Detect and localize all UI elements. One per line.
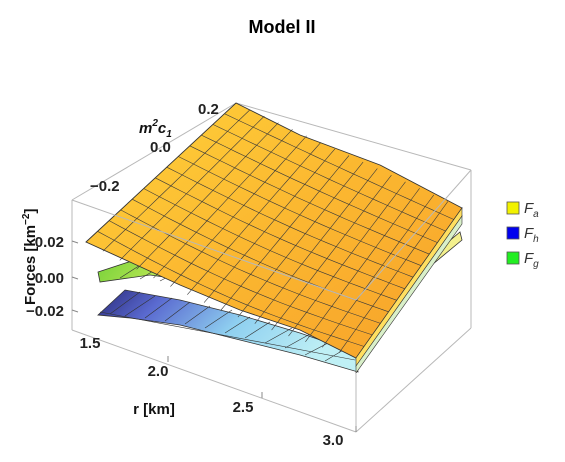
- forces-tick-1: 0.00: [35, 270, 64, 287]
- mesh-line-m2c1: [201, 134, 438, 243]
- mesh-line-m2c1: [189, 145, 430, 255]
- tick-marks: [71, 240, 357, 432]
- mesh-line-m2c1: [224, 113, 454, 220]
- m2c1-tick-2: −0.2: [90, 178, 120, 195]
- mesh-line-r: [254, 168, 378, 324]
- r-axis-label: r [km]: [133, 401, 175, 418]
- mesh-line-r: [119, 115, 265, 261]
- legend-label-fg: Fg: [524, 250, 539, 270]
- legend-label-fa: Fa: [524, 200, 539, 220]
- mesh-line-r: [338, 201, 449, 353]
- mesh-line-r: [322, 194, 435, 348]
- legend-swatch-fg: [506, 251, 520, 265]
- mesh-line-m2c1: [143, 188, 397, 301]
- legend-item-fg: Fg: [506, 250, 539, 270]
- r-tick-3: 3.0: [323, 432, 344, 449]
- m2c1-tick-0: 0.2: [198, 101, 219, 118]
- mesh-line-r: [271, 175, 392, 331]
- surface-fa: [85, 102, 463, 374]
- mesh-line-m2c1: [212, 124, 446, 232]
- mesh-line-r: [288, 181, 406, 337]
- legend-swatch-fh: [506, 226, 520, 240]
- legend-swatch-fa: [506, 201, 520, 215]
- mesh-line-r: [170, 135, 307, 287]
- r-tick-0: 1.5: [80, 335, 101, 352]
- r-tick-2: 2.5: [233, 399, 254, 416]
- forces-axis-label: Forces [km−2]: [21, 209, 39, 305]
- legend: Fa Fh Fg: [506, 200, 539, 270]
- chart-title: Model II: [249, 17, 316, 37]
- mesh-line-r: [187, 142, 322, 295]
- m2c1-axis-label: m2c1: [139, 118, 172, 140]
- mesh-line-r: [305, 188, 420, 342]
- mesh-line-m2c1: [166, 166, 414, 278]
- forces-tick-2: −0.02: [26, 303, 64, 320]
- r-tick-1: 2.0: [148, 363, 169, 380]
- mesh-line-r: [102, 109, 251, 252]
- forces-tick-0: 0.02: [35, 234, 64, 251]
- mesh-line-r: [220, 155, 350, 311]
- m2c1-tick-1: 0.0: [150, 139, 171, 156]
- mesh-line-r: [153, 129, 293, 279]
- legend-item-fh: Fh: [506, 225, 539, 245]
- bounding-box-front: [71, 169, 472, 433]
- mesh-line-r: [136, 122, 279, 270]
- mesh-line-r: [237, 161, 364, 318]
- mesh-line-m2c1: [178, 156, 422, 266]
- legend-item-fa: Fa: [506, 200, 539, 220]
- mesh-line-m2c1: [97, 231, 365, 347]
- mesh-line-r: [203, 148, 336, 303]
- mesh-line-m2c1: [155, 177, 406, 290]
- legend-label-fh: Fh: [524, 225, 539, 245]
- mesh-line-m2c1: [108, 220, 373, 336]
